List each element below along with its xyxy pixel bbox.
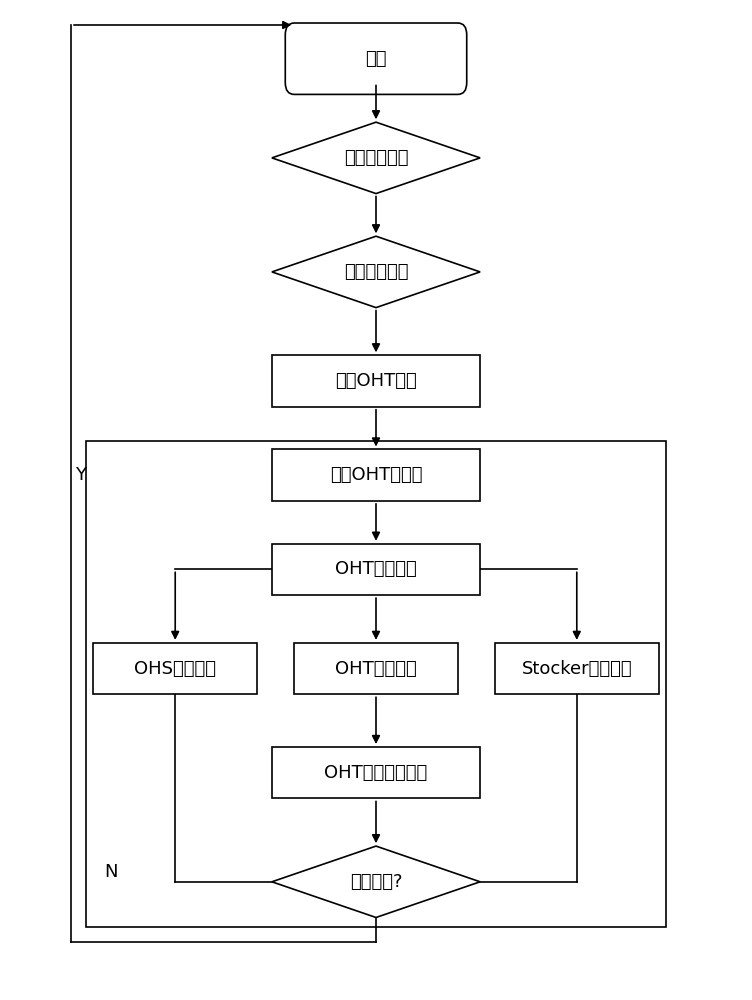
Polygon shape bbox=[272, 122, 480, 194]
Polygon shape bbox=[272, 236, 480, 308]
Bar bbox=[495, 643, 659, 694]
Bar bbox=[93, 643, 257, 694]
Text: Y: Y bbox=[74, 466, 86, 484]
Bar bbox=[86, 441, 666, 927]
Text: OHS任务调度: OHS任务调度 bbox=[134, 660, 217, 678]
Text: 安全回路判断: 安全回路判断 bbox=[344, 263, 408, 281]
Polygon shape bbox=[272, 846, 480, 917]
Text: N: N bbox=[105, 863, 118, 881]
Text: Stocker任务调度: Stocker任务调度 bbox=[521, 660, 632, 678]
Text: 开始: 开始 bbox=[365, 50, 387, 68]
Text: 工作模式判断: 工作模式判断 bbox=[344, 149, 408, 167]
FancyBboxPatch shape bbox=[285, 23, 467, 94]
Bar bbox=[272, 449, 480, 501]
Text: OHT需求解析: OHT需求解析 bbox=[335, 560, 417, 578]
Text: OHT任务调度: OHT任务调度 bbox=[335, 660, 417, 678]
Bar bbox=[272, 747, 480, 798]
Text: 计算OHT数量: 计算OHT数量 bbox=[335, 372, 417, 390]
Bar bbox=[272, 544, 480, 595]
Text: OHT车型轮转更新: OHT车型轮转更新 bbox=[324, 764, 428, 782]
Text: 指定OHT的车型: 指定OHT的车型 bbox=[329, 466, 423, 484]
Text: 退出自动?: 退出自动? bbox=[350, 873, 402, 891]
Bar bbox=[294, 643, 458, 694]
Bar bbox=[272, 355, 480, 407]
